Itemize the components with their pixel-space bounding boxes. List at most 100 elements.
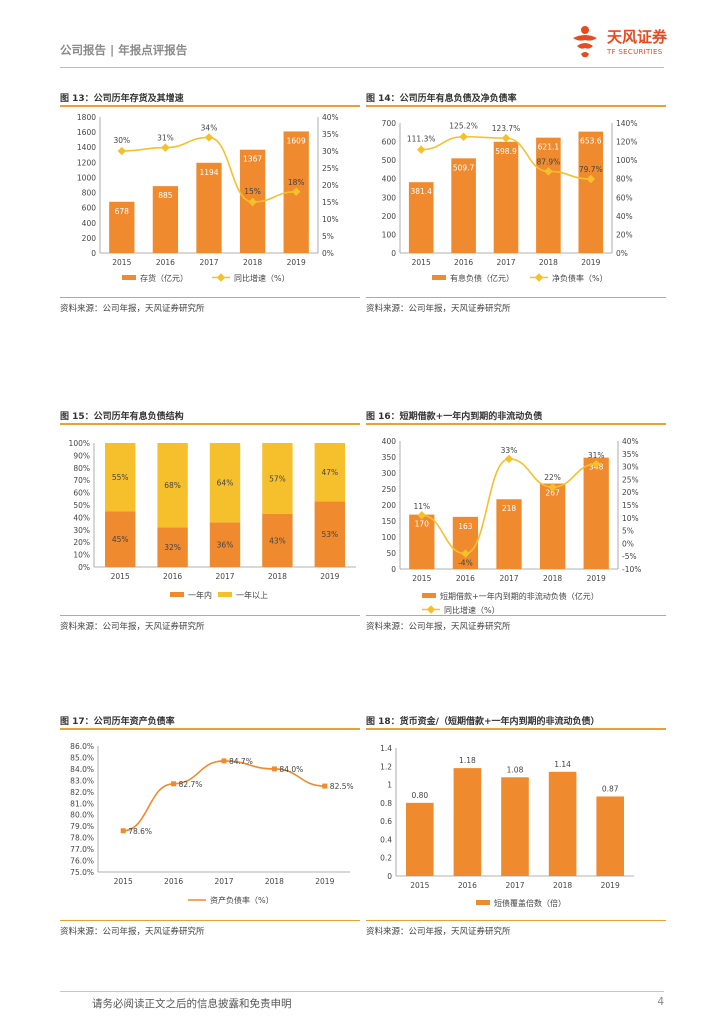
bar-value-label: 0.80 xyxy=(411,791,428,800)
line-value-label: 33% xyxy=(501,446,518,455)
x-tick-label: 2015 xyxy=(111,572,130,581)
y2-tick-label: 30% xyxy=(322,147,339,156)
y-tick-label: 700 xyxy=(382,119,397,128)
chart-source: 资料来源：公司年报，天风证券研究所 xyxy=(60,304,205,314)
brand-logo: 天风证券 TF SECURITIES xyxy=(569,24,679,66)
y-tick-label: 400 xyxy=(382,437,397,446)
stack-segment xyxy=(262,513,293,567)
bar xyxy=(501,777,529,876)
bottom-rule xyxy=(366,297,666,298)
x-tick-label: 2015 xyxy=(112,258,131,267)
line-value-label: 30% xyxy=(113,136,130,145)
y2-tick-label: 5% xyxy=(322,232,334,241)
y-tick-label: 300 xyxy=(382,193,397,202)
chart-source: 资料来源：公司年报，天风证券研究所 xyxy=(366,304,511,314)
series-line xyxy=(421,458,597,555)
line-value-label: 31% xyxy=(157,134,174,143)
y-tick-label: 400 xyxy=(382,175,397,184)
line-value-label: 123.7% xyxy=(492,124,521,133)
bar xyxy=(409,514,435,569)
line-point xyxy=(248,197,257,207)
bar xyxy=(196,162,222,253)
x-tick-label: 2018 xyxy=(543,574,562,583)
y-tick-label: 0.6 xyxy=(380,817,392,826)
line-value-label: 31% xyxy=(588,451,605,460)
bar xyxy=(548,771,577,876)
chart-source: 资料来源：公司年报，天风证券研究所 xyxy=(60,622,205,632)
chart-panel-14: 图 14：公司历年有息负债及净负债率 0 100 200 300 400 500 600 70… xyxy=(366,91,666,316)
y-tick-label: 30% xyxy=(73,526,90,535)
y-tick-label: 76.0% xyxy=(70,857,94,866)
legend-marker xyxy=(216,273,226,282)
x-tick-label: 2015 xyxy=(114,877,133,886)
y-tick-label: 77.0% xyxy=(70,845,94,854)
line-point xyxy=(586,174,596,184)
y-tick-label: 85.0% xyxy=(70,753,94,762)
inventory-chart: 0 200 400 600 800 1000 1200 1400 1600 1800 0% 5% 10%… xyxy=(77,113,339,283)
y-tick-label: 90% xyxy=(73,451,90,460)
title-rule xyxy=(60,105,360,107)
page-number: 4 xyxy=(657,996,664,1008)
debt-chart: 0 100 200 300 400 500 600 700 0% 20% 40% 60% 80% 100%… xyxy=(382,119,638,283)
y2-tick-label: 20% xyxy=(622,488,639,497)
y-tick-label: 79.0% xyxy=(70,822,94,831)
bar-value-label: 163 xyxy=(458,522,473,531)
y2-tick-label: 15% xyxy=(622,501,639,510)
x-tick-label: 2015 xyxy=(410,881,429,890)
line-value-label: -4% xyxy=(458,559,473,568)
stack-segment xyxy=(314,443,345,502)
bar-value-label: 678 xyxy=(115,207,130,216)
y-tick-label: 83.0% xyxy=(70,776,94,785)
chart-title: 图 16：短期借款+一年内到期的非流动负债 xyxy=(366,412,543,422)
bar-value-label: 218 xyxy=(502,504,517,513)
stack-segment xyxy=(209,443,241,523)
x-tick-label: 2019 xyxy=(320,572,339,581)
line-point xyxy=(117,146,127,156)
bar xyxy=(496,499,522,569)
y2-tick-label: 80% xyxy=(616,175,633,184)
y-tick-label: 100% xyxy=(69,439,90,448)
y-tick-label: 1400 xyxy=(77,143,96,152)
y2-tick-label: 40% xyxy=(616,212,633,221)
y2-tick-label: 140% xyxy=(616,119,637,128)
bar xyxy=(536,137,561,253)
x-tick-label: 2017 xyxy=(215,572,234,581)
chart-title: 图 18：货币资金/（短期借款+一年内到期的非流动负债） xyxy=(366,717,600,727)
y-tick-label: 1800 xyxy=(77,113,96,122)
chart-panel-17: 图 17：公司历年资产负债率 75.0% 76.0% 77.0% 78.0% 79.0%… xyxy=(60,714,360,939)
bar-value-label: 653.6 xyxy=(580,137,602,146)
chart-title: 图 14：公司历年有息负债及净负债率 xyxy=(366,94,517,104)
x-tick-label: 2017 xyxy=(496,258,515,267)
y-tick-label: 80.0% xyxy=(70,811,94,820)
legend-label: 资产负债率（%） xyxy=(210,895,274,905)
line-point xyxy=(548,482,557,492)
y-tick-label: 78.0% xyxy=(70,834,94,843)
y-tick-label: 0 xyxy=(387,872,392,881)
line-point xyxy=(171,781,177,787)
x-tick-label: 2015 xyxy=(412,258,431,267)
line-point xyxy=(504,454,514,464)
y-tick-label: 1.2 xyxy=(380,762,392,771)
y-tick-label: 200 xyxy=(382,212,397,221)
stack-segment xyxy=(209,522,241,567)
stack-segment xyxy=(262,443,293,514)
y2-tick-label: 25% xyxy=(322,164,339,173)
y2-tick-label: 25% xyxy=(622,475,639,484)
x-tick-label: 2016 xyxy=(456,574,475,583)
y-tick-label: 20% xyxy=(73,538,90,547)
x-tick-label: 2015 xyxy=(412,574,431,583)
y-tick-label: 150 xyxy=(382,517,397,526)
legend-swatch xyxy=(476,900,490,905)
bottom-rule xyxy=(366,920,666,921)
line-value-label: 84.0% xyxy=(279,765,303,774)
line-point xyxy=(544,167,553,176)
bar-value-label: 0.87 xyxy=(602,784,619,793)
bar-value-label: 381.4 xyxy=(410,187,432,196)
y2-tick-label: -10% xyxy=(622,565,641,574)
y-tick-label: 86.0% xyxy=(70,742,94,751)
line-point xyxy=(204,133,214,142)
chart-title: 图 17：公司历年资产负债率 xyxy=(60,717,175,727)
segment-value-label: 64% xyxy=(217,479,234,488)
y2-tick-label: 120% xyxy=(616,138,637,147)
line-value-label: 82.7% xyxy=(179,780,203,789)
